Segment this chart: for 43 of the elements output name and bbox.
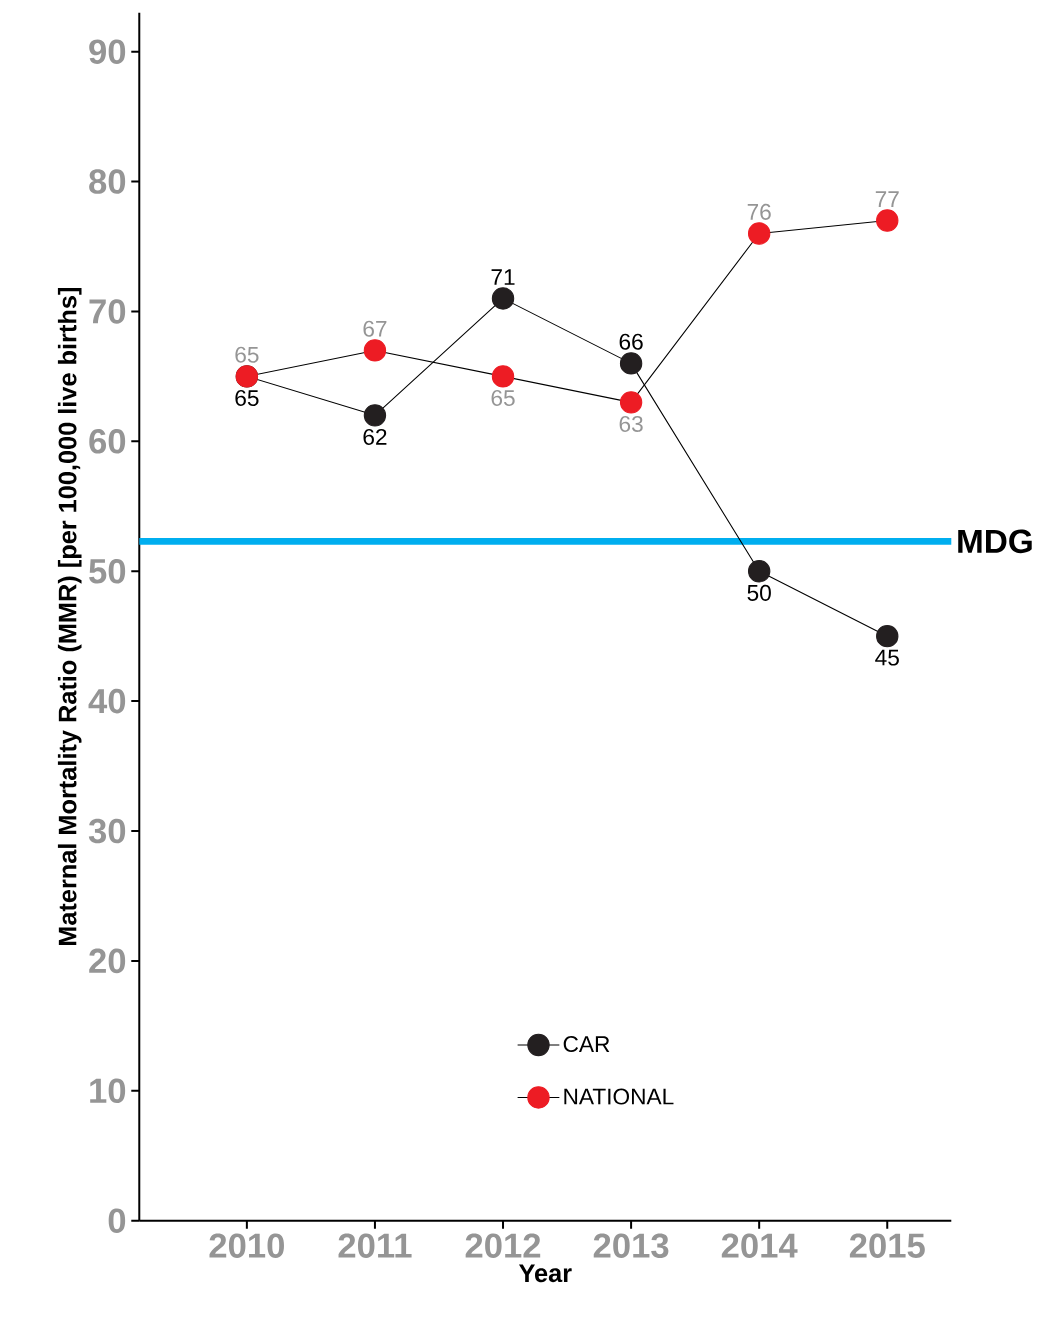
data-label: 63 [619,415,643,433]
data-label: 45 [875,649,899,666]
point [875,209,899,232]
ref-line-label: MDG [958,529,1032,554]
x-tick-label: 2013 [593,1233,669,1258]
point [747,560,771,583]
data-label: 66 [619,333,643,350]
point [747,222,771,245]
point [363,404,386,427]
legend-label: CAR [563,1036,610,1053]
y-tick-label: 0 [108,1208,125,1233]
data-label: 62 [363,428,387,446]
data-label: 76 [747,203,771,220]
y-tick-label: 70 [89,299,125,324]
x-tick-label: 2012 [465,1233,541,1258]
point [363,339,386,362]
y-tick-label: 10 [90,1078,125,1104]
y-tick-label: 20 [89,948,125,974]
data-label: 67 [363,320,387,337]
data-label: 65 [235,389,259,407]
y-tick-label: 40 [88,688,125,714]
y-tick-label: 90 [89,39,125,64]
data-label: 71 [491,269,515,285]
y-tick-label: 50 [88,558,125,584]
legend-label: NATIONAL [564,1088,674,1105]
y-axis-title: Maternal Mortality Ratio (MMR) [per 100,000 live births] [57,288,82,946]
point [491,365,515,388]
x-tick-label: 2011 [338,1233,412,1258]
y-tick-label: 60 [89,429,125,454]
x-tick-label: 2010 [209,1233,284,1258]
point [619,352,643,375]
data-label: 77 [875,191,899,207]
point [619,391,643,414]
y-tick-label: 30 [88,818,125,844]
data-label: 50 [747,584,771,601]
data-label: 65 [491,389,515,407]
data-label: 65 [235,346,259,363]
point [491,287,515,310]
x-axis-title: Year [518,1264,572,1283]
x-tick-label: 2014 [721,1233,798,1258]
y-tick-label: 80 [88,169,125,194]
x-tick-label: 2015 [849,1233,925,1258]
point [875,624,899,648]
